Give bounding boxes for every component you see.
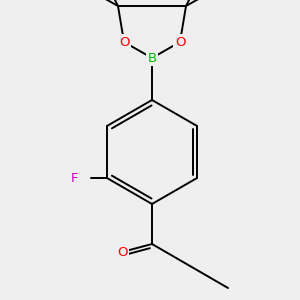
Text: O: O [119,35,129,49]
Text: F: F [71,172,79,184]
Text: O: O [175,35,185,49]
Text: B: B [147,52,157,64]
Text: O: O [117,245,127,259]
